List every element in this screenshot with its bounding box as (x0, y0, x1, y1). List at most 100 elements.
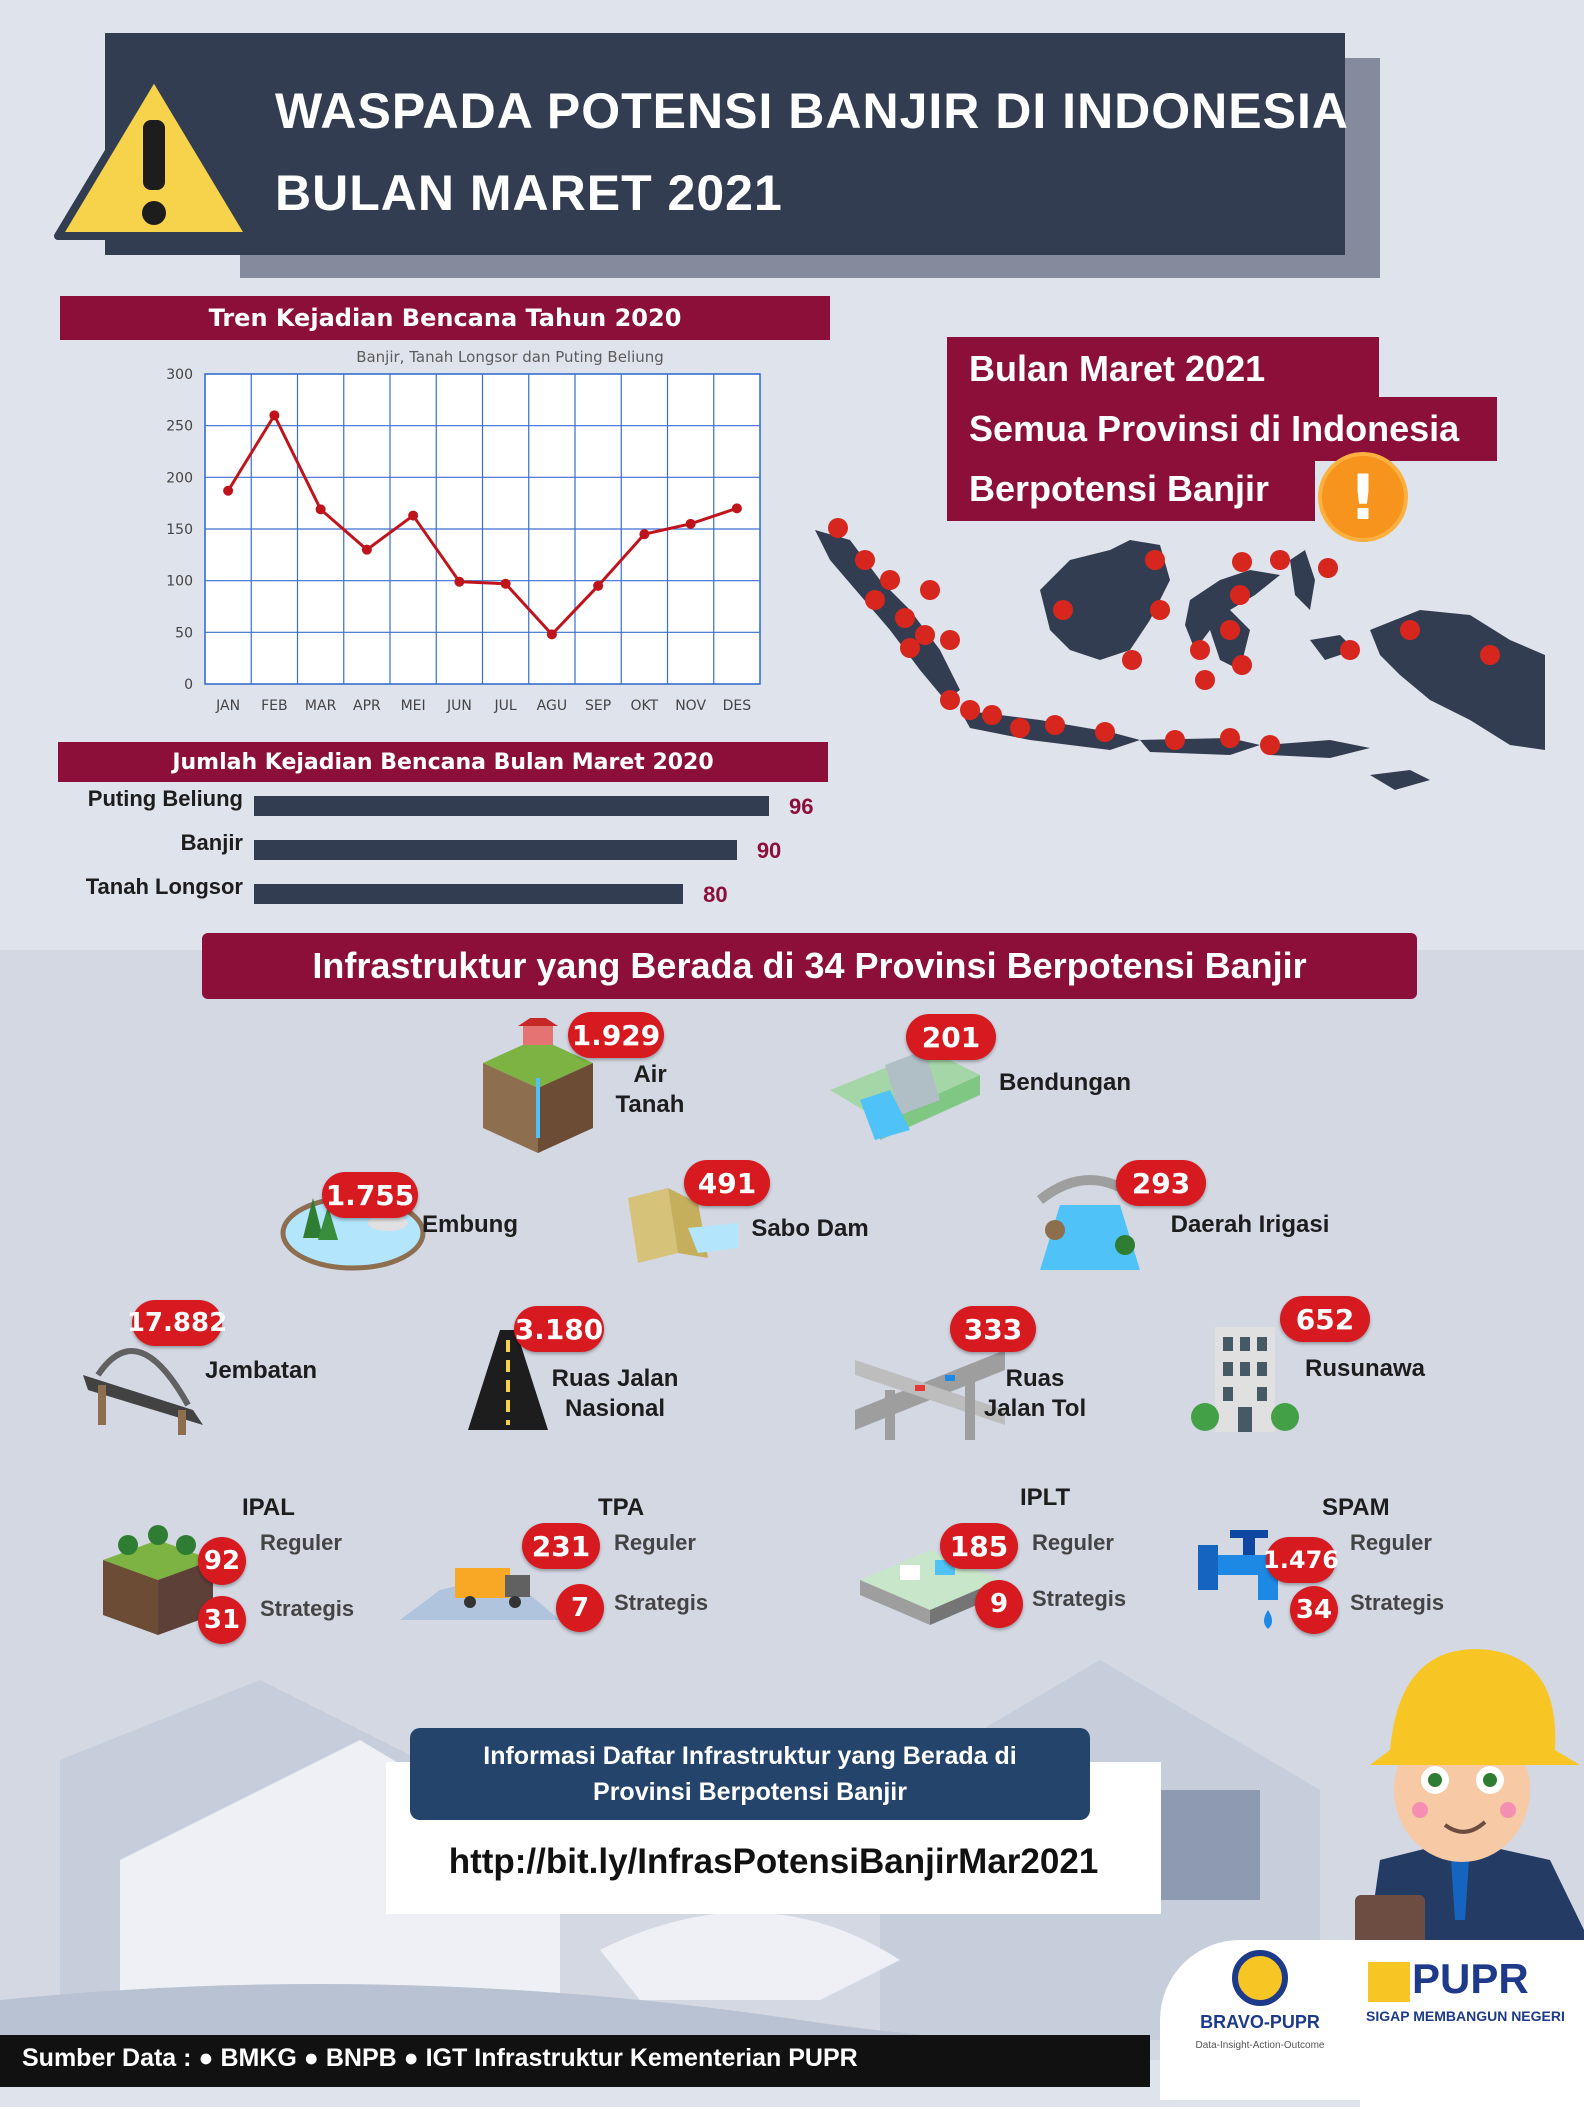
apartment-icon (1191, 1327, 1299, 1432)
ipal-reguler-label: Reguler (260, 1530, 342, 1555)
bar (254, 796, 769, 816)
y-tick-label: 50 (175, 625, 193, 641)
jembatan-value: 17.882 (127, 1300, 227, 1346)
dam-icon (830, 1050, 980, 1140)
tpa-title: TPA (598, 1494, 645, 1521)
indonesia-map (815, 518, 1545, 790)
sabo-dam-value: 491 (684, 1160, 770, 1206)
y-tick-label: 100 (166, 574, 193, 590)
data-point (639, 529, 650, 540)
x-tick-label: OKT (631, 698, 659, 714)
map-pin-1 (828, 518, 848, 538)
x-tick-label: NOV (675, 698, 706, 714)
map-box-line-3: Berpotensi Banjir (947, 457, 1315, 521)
tpa-reguler-value: 231 (522, 1523, 600, 1569)
pupr-logo-text: PUPR (1412, 1955, 1529, 2002)
rusunawa-label: Rusunawa (1304, 1355, 1426, 1382)
ipal-title: IPAL (242, 1494, 295, 1521)
tpa-strategis-value: 7 (556, 1584, 604, 1632)
x-tick-label: FEB (261, 698, 288, 714)
embung-value: 1.755 (322, 1172, 418, 1218)
ipal-icon (103, 1525, 213, 1635)
tpa-reguler-label: Reguler (614, 1530, 696, 1555)
bar-chart-title: Jumlah Kejadian Bencana Bulan Maret 2020 (58, 742, 828, 782)
jembatan-label: Jembatan (204, 1357, 318, 1384)
tpa-icon (400, 1568, 560, 1620)
iplt-title: IPLT (1020, 1484, 1071, 1511)
iplt-strategis-label: Strategis (1032, 1586, 1127, 1611)
bar-value-label: 90 (756, 838, 782, 863)
info-heading: Informasi Daftar Infrastruktur yang Bera… (410, 1728, 1090, 1820)
daerah-irigasi-value: 293 (1116, 1160, 1206, 1206)
ipal-strategis-label: Strategis (260, 1596, 355, 1621)
air-tanah-label: Air Tanah (615, 1061, 685, 1118)
iplt-strategis-value: 9 (975, 1580, 1023, 1628)
map-box-line-2: Semua Provinsi di Indonesia (947, 397, 1497, 461)
bar-value-label: 80 (703, 882, 728, 907)
daerah-irigasi-label: Daerah Irigasi (1170, 1211, 1330, 1238)
road-icon (468, 1330, 548, 1430)
faucet-icon (1198, 1530, 1278, 1629)
data-point (731, 503, 742, 514)
ipal-reguler-value: 92 (198, 1537, 246, 1585)
bar-category-label: Tanah Longsor (85, 874, 243, 899)
y-tick-label: 200 (166, 470, 193, 486)
air-tanah-value: 1.929 (568, 1012, 664, 1058)
x-tick-label: MEI (401, 698, 426, 714)
header-banner (105, 33, 1345, 255)
trend-chart-title: Tren Kejadian Bencana Tahun 2020 (60, 296, 830, 340)
data-point (269, 410, 280, 421)
bar-value-label: 96 (789, 794, 814, 819)
bar (254, 884, 684, 904)
ipal-strategis-value: 31 (198, 1596, 246, 1644)
toll-road-icon (855, 1350, 1005, 1440)
groundwater-icon (483, 1018, 593, 1153)
series-line (226, 412, 738, 637)
spam-title: SPAM (1322, 1494, 1390, 1521)
spam-strategis-label: Strategis (1350, 1590, 1445, 1615)
title-line-1: WASPADA POTENSI BANJIR DI INDONESIA (275, 83, 1349, 139)
embung-label: Embung (422, 1211, 518, 1238)
y-tick-label: 0 (184, 677, 193, 693)
warning-icon (54, 72, 254, 240)
bravo-emblem (1232, 1950, 1288, 2006)
spam-reguler-value: 1.476 (1263, 1537, 1339, 1583)
ruas-jalan-tol-label: Ruas Jalan Tol (983, 1365, 1087, 1422)
data-point (223, 485, 234, 496)
y-tick-label: 250 (166, 419, 193, 435)
y-tick-label: 150 (166, 522, 193, 538)
x-tick-label: DES (723, 698, 752, 714)
bendungan-label: Bendungan (999, 1069, 1131, 1096)
data-point (408, 510, 419, 521)
bridge-icon (83, 1348, 203, 1435)
tpa-strategis-label: Strategis (614, 1590, 709, 1615)
sabo-dam-icon (628, 1188, 738, 1263)
pupr-logo-mark (1368, 1962, 1410, 2002)
data-point (315, 504, 326, 515)
x-tick-label: MAR (305, 698, 337, 714)
bar (254, 840, 737, 860)
ruas-jalan-nasional-value: 3.180 (514, 1306, 604, 1352)
spam-reguler-label: Reguler (1350, 1530, 1432, 1555)
iplt-reguler-label: Reguler (1032, 1530, 1114, 1555)
ruas-jalan-tol-value: 333 (950, 1306, 1036, 1352)
alert-icon: ! (1318, 452, 1408, 542)
y-tick-label: 300 (166, 367, 193, 383)
engineer-mascot (1355, 1649, 1584, 1990)
source-text: Sumber Data : ● BMKG ● BNPB ● IGT Infras… (22, 2044, 858, 2072)
pupr-tagline: SIGAP MEMBANGUN NEGERI (1366, 2008, 1565, 2024)
ruas-jalan-nasional-label: Ruas Jalan Nasional (551, 1365, 679, 1422)
title-line-2: BULAN MARET 2021 (275, 165, 783, 221)
x-tick-label: JUL (494, 698, 517, 714)
rusunawa-value: 652 (1280, 1296, 1370, 1342)
x-tick-label: APR (353, 698, 381, 714)
info-link[interactable]: http://bit.ly/InfrasPotensiBanjirMar2021 (448, 1842, 1099, 1881)
x-tick-label: AGU (537, 698, 567, 714)
x-tick-label: JUN (446, 698, 472, 714)
map-box-line-1: Bulan Maret 2021 (947, 337, 1379, 401)
iplt-reguler-value: 185 (940, 1523, 1018, 1569)
footer-bar (0, 2035, 1150, 2087)
bar-category-label: Puting Beliung (87, 786, 243, 811)
sabo-dam-label: Sabo Dam (751, 1215, 869, 1242)
data-point (593, 580, 604, 591)
